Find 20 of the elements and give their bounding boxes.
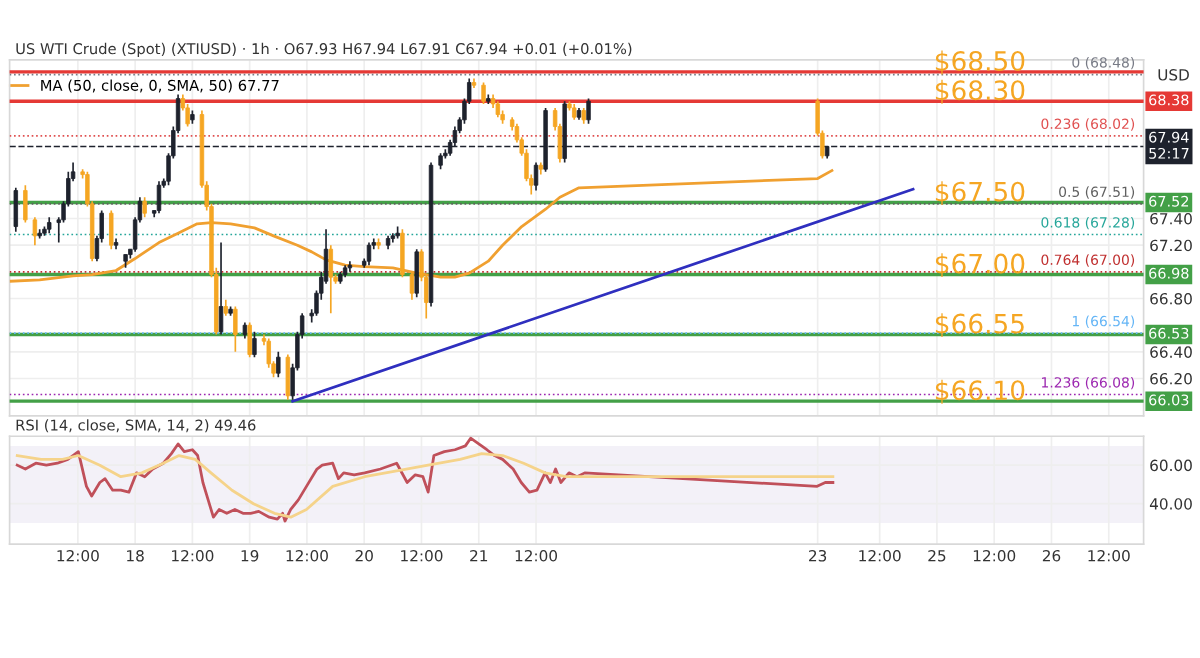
candlestick [32,216,38,247]
annotation: $67.00 [935,253,1025,278]
candlestick [285,353,291,401]
annotation: $66.10 [935,379,1025,404]
candlestick [533,161,539,192]
annotation: $66.55 [935,313,1024,338]
candlestick [109,209,114,251]
candlestick [218,241,224,336]
candlestick [328,244,334,315]
annotation: $68.50 [935,50,1025,75]
candlestick [266,337,271,369]
candlestick [142,196,147,219]
candlestick [276,351,281,379]
candlestick [366,241,372,267]
candlestick [247,321,252,359]
candlestick [400,228,405,279]
annotation: $67.50 [935,181,1025,206]
candlestick [481,81,486,105]
annotation: $68.30 [935,79,1025,104]
candlestick [185,103,190,128]
